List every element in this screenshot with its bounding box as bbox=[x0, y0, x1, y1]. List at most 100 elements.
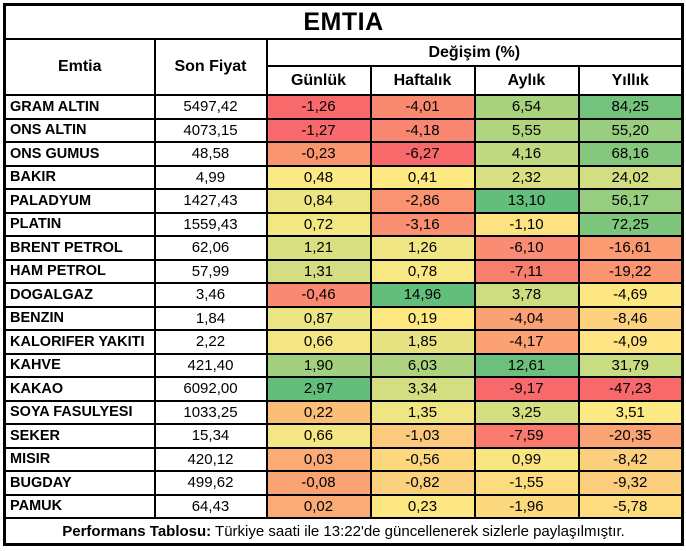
change-cell-aylik: -4,04 bbox=[473, 305, 580, 331]
commodity-name: PLATIN bbox=[3, 211, 156, 237]
change-cell-gunluk: 0,22 bbox=[265, 399, 372, 425]
change-cell-yillik: -9,32 bbox=[577, 470, 684, 496]
last-price: 4,99 bbox=[153, 164, 268, 190]
change-cell-haftalik: 0,19 bbox=[369, 305, 476, 331]
last-price: 1427,43 bbox=[153, 188, 268, 214]
commodity-name: PALADYUM bbox=[3, 188, 156, 214]
change-cell-haftalik: 1,35 bbox=[369, 399, 476, 425]
change-cell-yillik: -4,69 bbox=[577, 282, 684, 308]
change-cell-haftalik: 6,03 bbox=[369, 352, 476, 378]
commodity-performance-table-wrap: EMTIA Emtia Son Fiyat Değişim (%) Günlük… bbox=[3, 3, 685, 546]
change-cell-gunluk: 0,02 bbox=[265, 493, 372, 519]
change-cell-gunluk: 0,72 bbox=[265, 211, 372, 237]
table-row: PAMUK 64,43 0,02 0,23 -1,96 -5,78 bbox=[3, 493, 684, 519]
table-row: PALADYUM 1427,43 0,84 -2,86 13,10 56,17 bbox=[3, 188, 684, 214]
change-cell-aylik: 6,54 bbox=[473, 94, 580, 120]
commodity-name: BENZIN bbox=[3, 305, 156, 331]
change-cell-aylik: -6,10 bbox=[473, 235, 580, 261]
header-row-top: Emtia Son Fiyat Değişim (%) bbox=[3, 38, 684, 96]
footer-note: Performans Tablosu: Türkiye saati ile 13… bbox=[3, 517, 684, 546]
change-cell-gunluk: -0,23 bbox=[265, 141, 372, 167]
change-cell-gunluk: 0,84 bbox=[265, 188, 372, 214]
last-price: 48,58 bbox=[153, 141, 268, 167]
table-row: BAKIR 4,99 0,48 0,41 2,32 24,02 bbox=[3, 164, 684, 190]
change-cell-yillik: 55,20 bbox=[577, 117, 684, 143]
change-cell-aylik: 5,55 bbox=[473, 117, 580, 143]
change-cell-yillik: -47,23 bbox=[577, 376, 684, 402]
last-price: 1,84 bbox=[153, 305, 268, 331]
change-cell-yillik: -5,78 bbox=[577, 493, 684, 519]
change-cell-gunluk: 1,31 bbox=[265, 258, 372, 284]
change-cell-yillik: 24,02 bbox=[577, 164, 684, 190]
change-cell-gunluk: -0,46 bbox=[265, 282, 372, 308]
last-price: 1559,43 bbox=[153, 211, 268, 237]
change-cell-yillik: 72,25 bbox=[577, 211, 684, 237]
last-price: 64,43 bbox=[153, 493, 268, 519]
change-cell-haftalik: -0,82 bbox=[369, 470, 476, 496]
column-header-yillik: Yıllık bbox=[577, 65, 684, 96]
change-cell-haftalik: 1,85 bbox=[369, 329, 476, 355]
column-header-aylik: Aylık bbox=[473, 65, 580, 96]
change-cell-gunluk: 0,87 bbox=[265, 305, 372, 331]
change-cell-aylik: -7,11 bbox=[473, 258, 580, 284]
change-cell-haftalik: 0,23 bbox=[369, 493, 476, 519]
last-price: 5497,42 bbox=[153, 94, 268, 120]
last-price: 4073,15 bbox=[153, 117, 268, 143]
change-cell-gunluk: 2,97 bbox=[265, 376, 372, 402]
footer-note-text: Türkiye saati ile 13:22'de güncellenerek… bbox=[211, 522, 625, 540]
change-cell-yillik: -20,35 bbox=[577, 423, 684, 449]
commodity-name: ONS GUMUS bbox=[3, 141, 156, 167]
change-cell-yillik: 68,16 bbox=[577, 141, 684, 167]
change-cell-gunluk: -0,08 bbox=[265, 470, 372, 496]
last-price: 62,06 bbox=[153, 235, 268, 261]
column-header-gunluk: Günlük bbox=[265, 65, 372, 96]
commodity-name: PAMUK bbox=[3, 493, 156, 519]
table-row: KALORIFER YAKITI 2,22 0,66 1,85 -4,17 -4,09 bbox=[3, 329, 684, 355]
change-cell-haftalik: 0,41 bbox=[369, 164, 476, 190]
change-cell-yillik: -19,22 bbox=[577, 258, 684, 284]
change-cell-haftalik: -4,18 bbox=[369, 117, 476, 143]
change-cell-gunluk: 0,48 bbox=[265, 164, 372, 190]
table-row: GRAM ALTIN 5497,42 -1,26 -4,01 6,54 84,25 bbox=[3, 94, 684, 120]
table-row: MISIR 420,12 0,03 -0,56 0,99 -8,42 bbox=[3, 446, 684, 472]
change-cell-haftalik: -6,27 bbox=[369, 141, 476, 167]
change-cell-gunluk: 0,66 bbox=[265, 423, 372, 449]
change-cell-gunluk: -1,26 bbox=[265, 94, 372, 120]
change-cell-gunluk: 1,21 bbox=[265, 235, 372, 261]
table-row: KAHVE 421,40 1,90 6,03 12,61 31,79 bbox=[3, 352, 684, 378]
change-cell-yillik: -4,09 bbox=[577, 329, 684, 355]
table-row: BRENT PETROL 62,06 1,21 1,26 -6,10 -16,61 bbox=[3, 235, 684, 261]
change-cell-gunluk: 0,66 bbox=[265, 329, 372, 355]
commodity-name: BAKIR bbox=[3, 164, 156, 190]
footer-note-label: Performans Tablosu: bbox=[62, 522, 212, 540]
change-cell-haftalik: 3,34 bbox=[369, 376, 476, 402]
change-cell-aylik: 12,61 bbox=[473, 352, 580, 378]
change-cell-haftalik: 14,96 bbox=[369, 282, 476, 308]
table-row: BUGDAY 499,62 -0,08 -0,82 -1,55 -9,32 bbox=[3, 470, 684, 496]
table-row: KAKAO 6092,00 2,97 3,34 -9,17 -47,23 bbox=[3, 376, 684, 402]
change-cell-aylik: -1,10 bbox=[473, 211, 580, 237]
change-cell-yillik: 3,51 bbox=[577, 399, 684, 425]
header-row-periods: Günlük Haftalık Aylık Yıllık bbox=[5, 65, 684, 96]
change-cell-haftalik: -2,86 bbox=[369, 188, 476, 214]
commodity-name: GRAM ALTIN bbox=[3, 94, 156, 120]
commodity-name: SOYA FASULYESI bbox=[3, 399, 156, 425]
change-cell-aylik: 2,32 bbox=[473, 164, 580, 190]
column-header-haftalik: Haftalık bbox=[369, 65, 476, 96]
column-header-emtia: Emtia bbox=[3, 38, 156, 96]
change-cell-haftalik: -3,16 bbox=[369, 211, 476, 237]
change-cell-gunluk: 0,03 bbox=[265, 446, 372, 472]
commodity-name: KAHVE bbox=[3, 352, 156, 378]
title-row: EMTIA bbox=[3, 3, 684, 40]
commodity-name: SEKER bbox=[3, 423, 156, 449]
change-cell-aylik: -9,17 bbox=[473, 376, 580, 402]
commodity-name: BRENT PETROL bbox=[3, 235, 156, 261]
change-cell-haftalik: -1,03 bbox=[369, 423, 476, 449]
last-price: 15,34 bbox=[153, 423, 268, 449]
commodity-name: BUGDAY bbox=[3, 470, 156, 496]
table-row: PLATIN 1559,43 0,72 -3,16 -1,10 72,25 bbox=[3, 211, 684, 237]
column-group-header-degisim: Değişim (%) bbox=[265, 38, 684, 67]
commodity-name: MISIR bbox=[3, 446, 156, 472]
change-cell-aylik: 4,16 bbox=[473, 141, 580, 167]
table-row: SEKER 15,34 0,66 -1,03 -7,59 -20,35 bbox=[3, 423, 684, 449]
